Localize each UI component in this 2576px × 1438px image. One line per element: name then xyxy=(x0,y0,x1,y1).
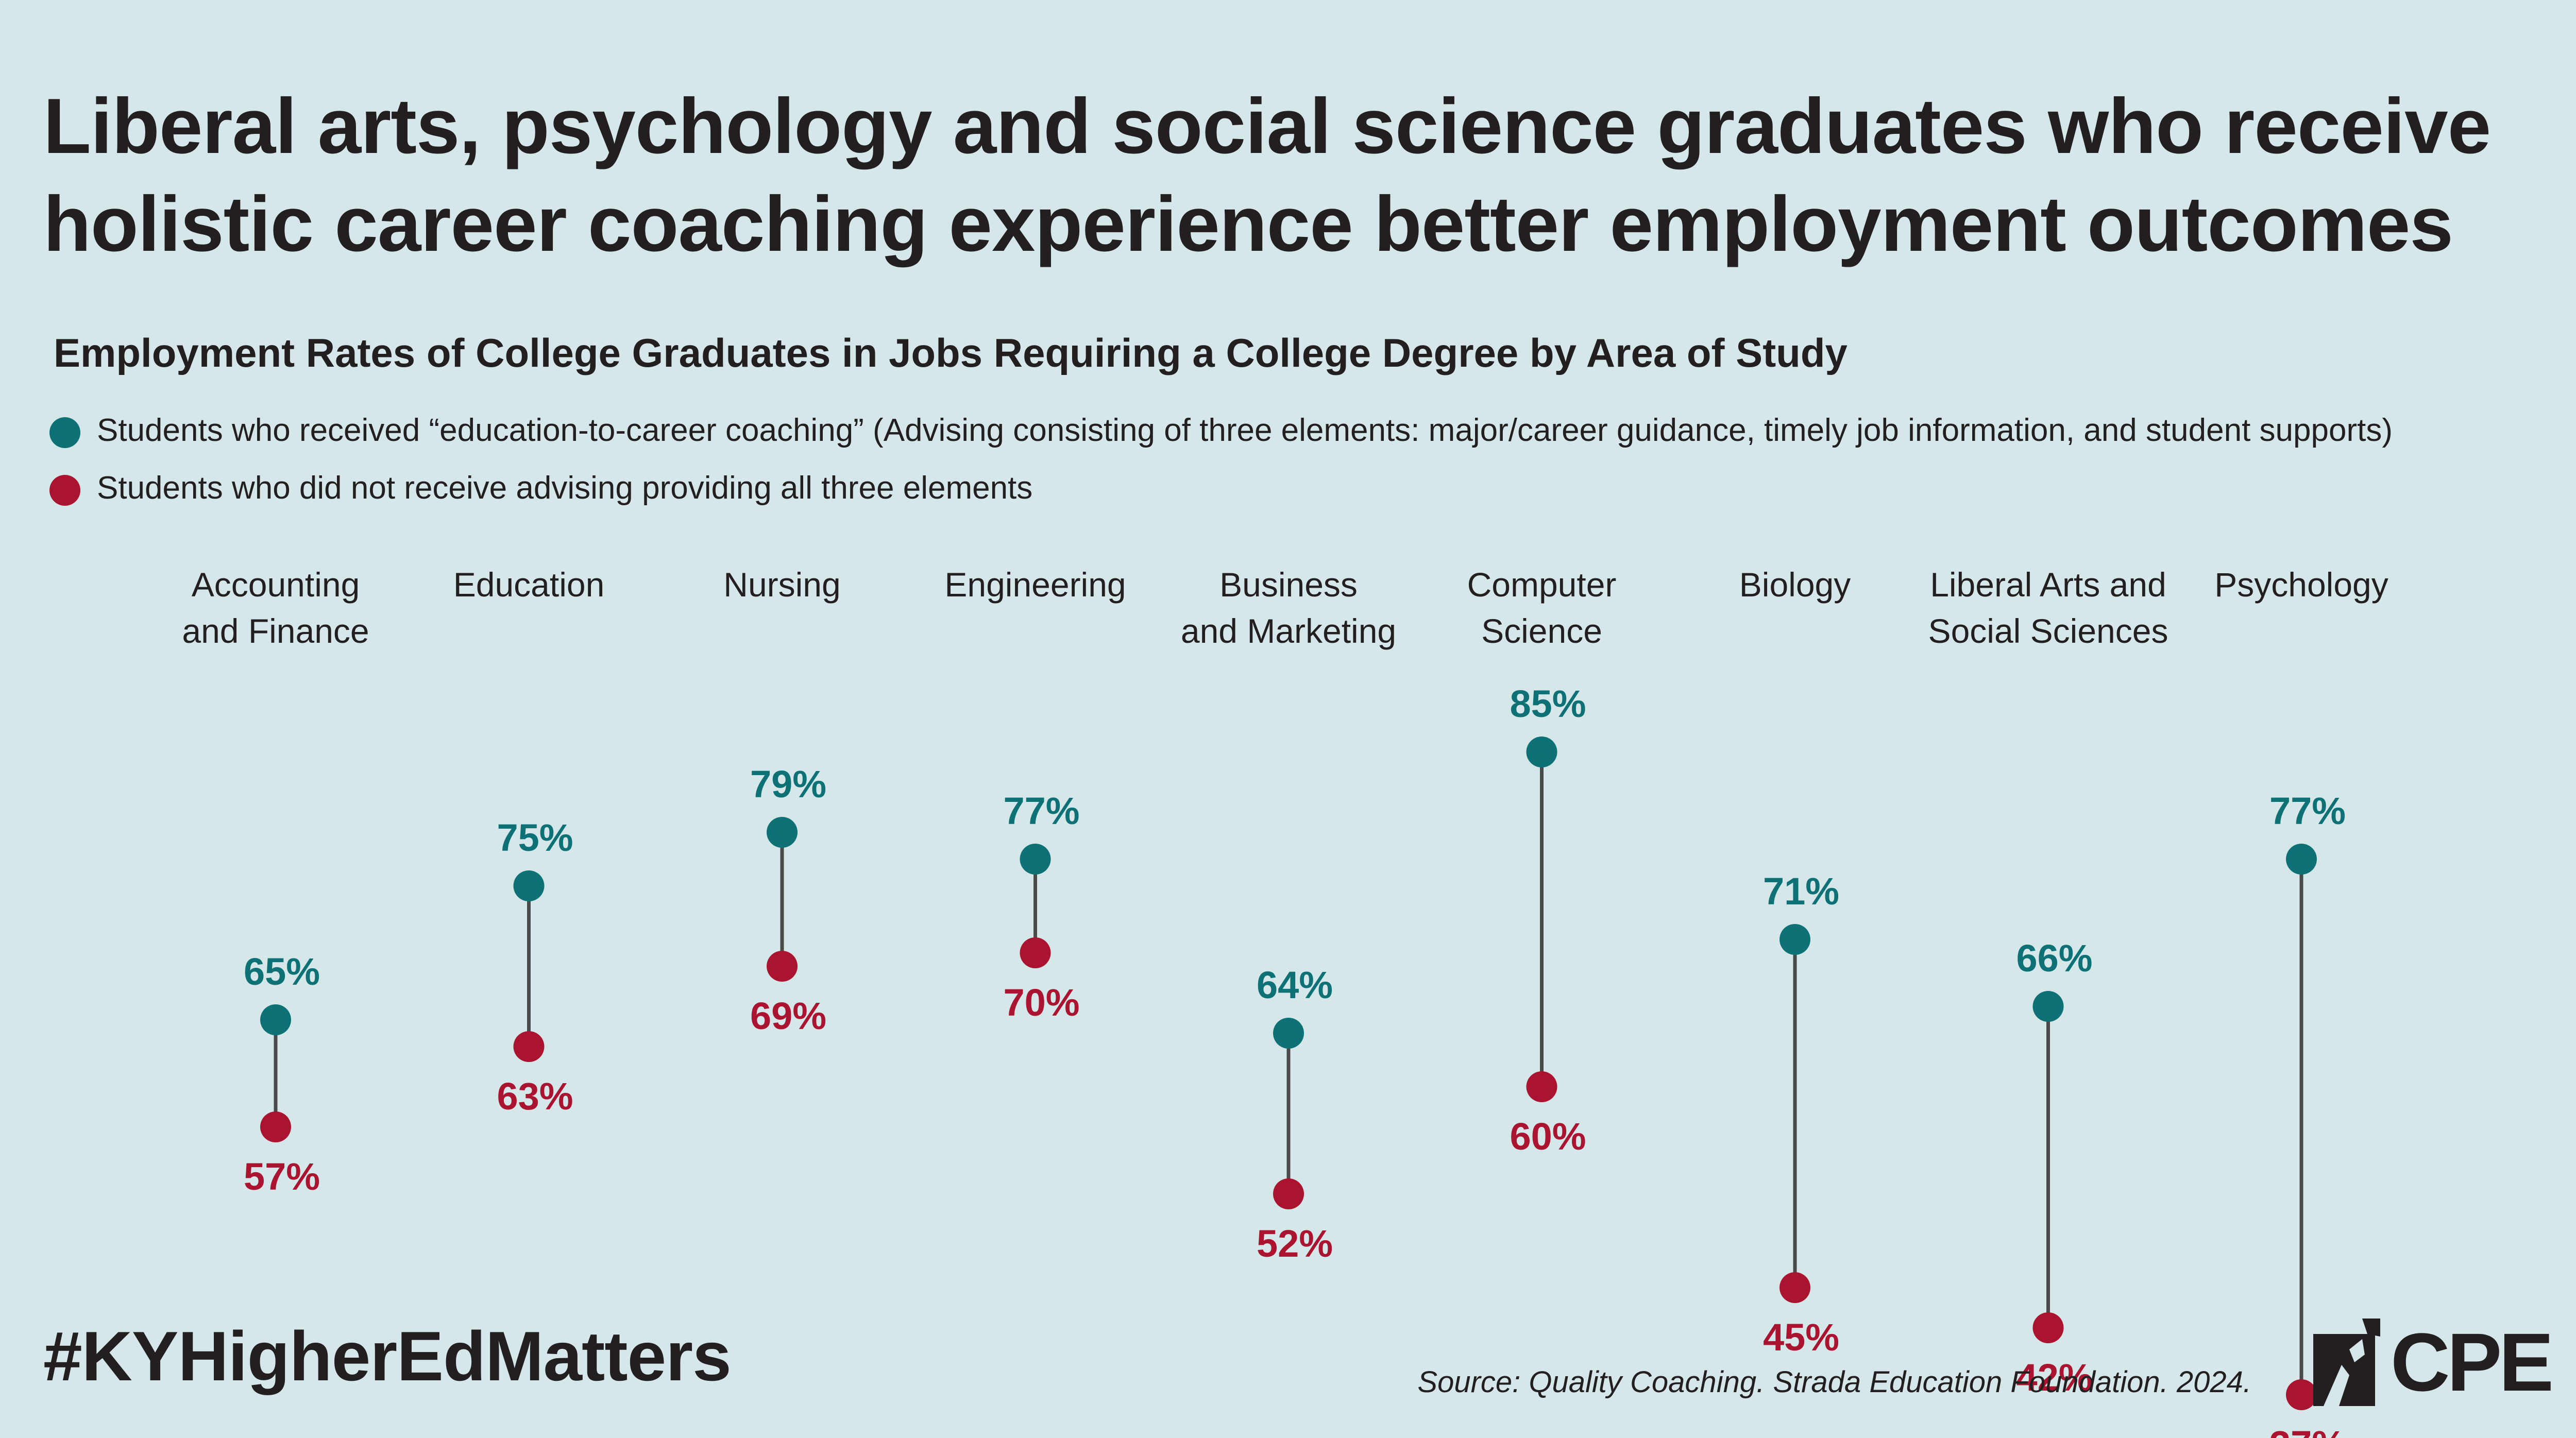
source-note: Source: Quality Coaching. Strada Educati… xyxy=(1417,1365,2251,1399)
chart-title: Employment Rates of College Graduates in… xyxy=(54,330,1848,375)
not-coached-value-label: 69% xyxy=(750,995,826,1037)
headline-line-1: Liberal arts, psychology and social scie… xyxy=(43,82,2491,170)
category-label: Psychology xyxy=(2214,566,2388,604)
headline: Liberal arts, psychology and social scie… xyxy=(43,77,2516,273)
not-coached-value-label: 37% xyxy=(2269,1423,2346,1438)
category-label: Business xyxy=(1219,566,1358,604)
category-label: Accounting xyxy=(192,566,360,604)
legend-label-not-coached: Students who did not receive advising pr… xyxy=(97,470,1033,506)
coached-point xyxy=(1020,844,1051,875)
not-coached-point xyxy=(1020,937,1051,968)
coached-value-label: 85% xyxy=(1510,682,1586,725)
not-coached-point xyxy=(260,1111,291,1142)
category-label: Liberal Arts and xyxy=(1930,566,2166,604)
not-coached-point xyxy=(767,951,798,982)
not-coached-value-label: 52% xyxy=(1257,1222,1333,1265)
category-label: Engineering xyxy=(944,566,1126,604)
cpe-logo-icon xyxy=(2313,1319,2380,1406)
coached-value-label: 65% xyxy=(244,950,320,993)
coached-value-label: 79% xyxy=(750,763,826,806)
coached-point xyxy=(260,1004,291,1035)
coached-point xyxy=(2032,991,2064,1022)
coached-point xyxy=(1526,737,1557,767)
headline-line-2: holistic career coaching experience bett… xyxy=(43,180,2453,268)
logo-text: CPE xyxy=(2391,1316,2554,1408)
category-label: Science xyxy=(1481,612,1602,650)
coached-point xyxy=(1780,924,1810,955)
not-coached-point xyxy=(513,1031,545,1062)
not-coached-point xyxy=(2286,1379,2317,1410)
not-coached-value-label: 45% xyxy=(1763,1316,1839,1359)
hashtag: #KYHigherEdMatters xyxy=(43,1317,732,1395)
category-label: Computer xyxy=(1467,566,1617,604)
not-coached-point xyxy=(1273,1178,1304,1209)
coached-point xyxy=(513,870,545,901)
coached-value-label: 66% xyxy=(2016,937,2092,980)
category-label: and Finance xyxy=(182,612,369,650)
legend-dot-coached-icon xyxy=(49,417,80,448)
not-coached-value-label: 63% xyxy=(497,1075,573,1118)
category-label: Nursing xyxy=(723,566,840,604)
coached-value-label: 75% xyxy=(497,816,573,859)
not-coached-value-label: 57% xyxy=(244,1155,320,1198)
category-label: Education xyxy=(453,566,605,604)
category-label: Social Sciences xyxy=(1928,612,2168,650)
legend-dot-not-coached-icon xyxy=(49,475,80,506)
not-coached-value-label: 70% xyxy=(1003,981,1079,1024)
not-coached-value-label: 60% xyxy=(1510,1115,1586,1158)
not-coached-point xyxy=(2032,1312,2064,1343)
category-label: and Marketing xyxy=(1181,612,1396,650)
category-label: Biology xyxy=(1739,566,1851,604)
coached-value-label: 77% xyxy=(2269,790,2346,832)
legend-label-coached: Students who received “education-to-care… xyxy=(97,413,2393,448)
not-coached-value-label: 42% xyxy=(2016,1356,2092,1399)
coached-value-label: 77% xyxy=(1003,790,1079,832)
coached-point xyxy=(767,817,798,848)
cpe-logo: CPE xyxy=(2313,1319,2554,1406)
coached-point xyxy=(1273,1018,1304,1049)
coached-value-label: 64% xyxy=(1257,964,1333,1006)
coached-point xyxy=(2286,844,2317,875)
not-coached-point xyxy=(1526,1071,1557,1102)
not-coached-point xyxy=(1780,1272,1810,1303)
coached-value-label: 71% xyxy=(1763,870,1839,913)
